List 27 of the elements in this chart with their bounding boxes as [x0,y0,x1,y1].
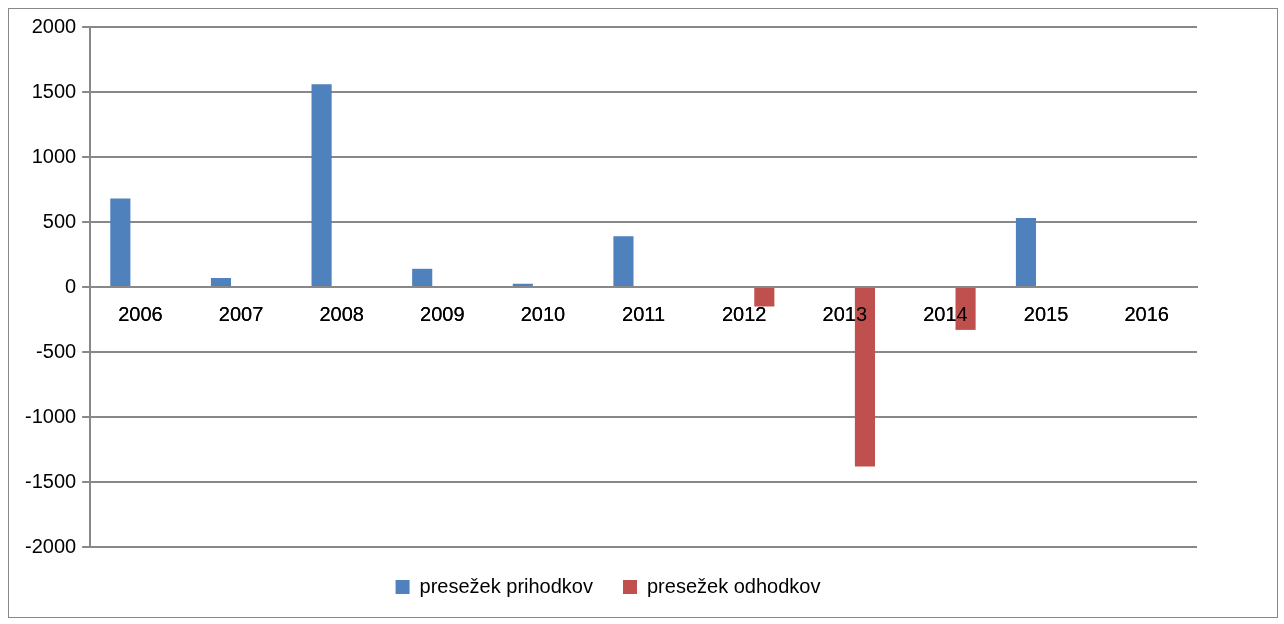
x-tick-label: 2011 [622,302,666,325]
bar [613,236,634,286]
bar [311,84,332,286]
x-tick-label: 2007 [218,302,264,325]
y-tick-label: -1000 [25,404,77,427]
x-tick-label: 2010 [520,302,566,325]
x-tick-label: 2009 [420,302,465,325]
y-tick-label: 500 [42,209,77,232]
y-tick-label: 1000 [31,144,77,167]
y-tick-label: 2000 [31,14,77,37]
legend-label: presežek odhodkov [646,574,821,597]
y-tick-label: 0 [65,274,77,297]
bar [412,268,433,286]
legend-label: presežek prihodkov [419,574,593,597]
y-tick-label: -1500 [25,469,77,492]
y-tick-label: -2000 [25,534,77,557]
bar [210,277,232,286]
bar [1015,218,1036,286]
x-tick-label: 2008 [319,302,364,325]
bar [754,288,775,307]
bar [110,198,131,286]
x-tick-label: 2016 [1124,302,1169,325]
x-tick-label: 2012 [721,302,767,325]
x-tick-label: 2015 [1023,302,1069,325]
y-tick-label: 1500 [31,79,77,102]
x-tick-label: 2006 [118,302,163,325]
y-tick-label: -500 [36,339,77,362]
